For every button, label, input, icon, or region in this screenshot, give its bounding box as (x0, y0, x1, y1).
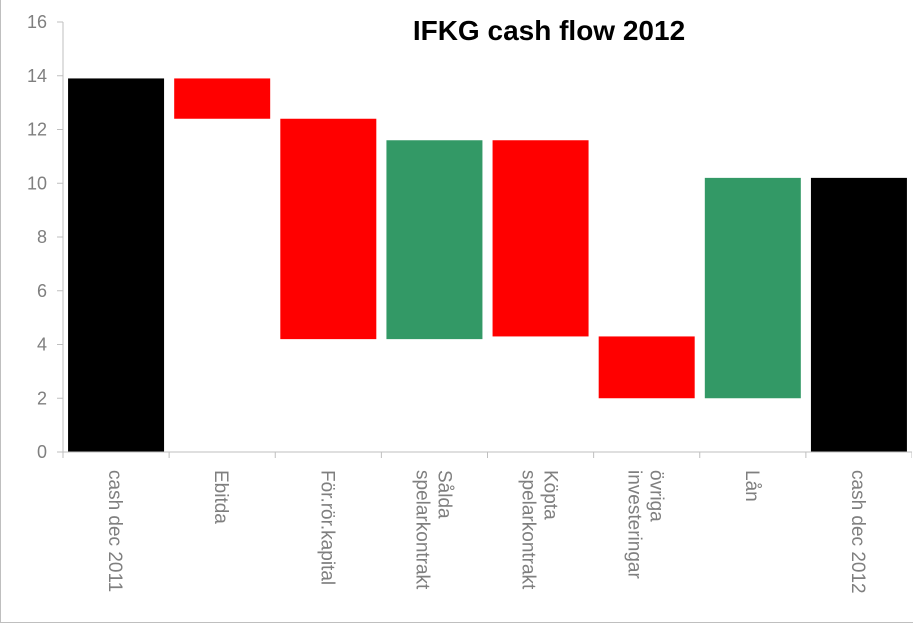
y-tick-label: 14 (27, 66, 47, 86)
bar-increase (386, 140, 483, 340)
x-category-label-line: Lån (741, 470, 762, 502)
x-category-label-line: Sålda (433, 470, 454, 519)
bar-decrease (174, 78, 271, 119)
x-category-label-line: För.rör.kapital (316, 470, 337, 585)
x-category-label-line: Ebitda (210, 470, 231, 524)
bar-total (810, 177, 907, 452)
bar-decrease (492, 140, 589, 337)
y-axis: 0 2 4 6 8 10 12 14 16 (27, 12, 64, 462)
x-axis: cash dec 2011 Ebitda För.rör.kapital Såldas… (62, 451, 912, 594)
bar-decrease (280, 118, 377, 340)
y-tick-label: 12 (27, 120, 47, 140)
x-category-label-line: cash dec 2011 (104, 470, 125, 592)
x-category-label-line: spelarkontrakt (411, 470, 432, 590)
bars (68, 78, 907, 452)
y-tick-label: 0 (37, 442, 47, 462)
x-category-label: cash dec 2011 (104, 470, 125, 592)
x-category-label-line: övriga (646, 470, 667, 522)
y-tick-label: 8 (37, 227, 47, 247)
x-category-label-line: spelarkontrakt (518, 470, 539, 590)
bar-total (68, 78, 165, 452)
x-category-label-line: investeringar (624, 470, 645, 579)
y-tick-label: 16 (27, 12, 47, 32)
x-category-label: För.rör.kapital (316, 470, 337, 585)
y-tick-label: 2 (37, 388, 47, 408)
y-tick-label: 6 (37, 281, 47, 301)
x-category-label-line: cash dec 2012 (847, 470, 868, 594)
bar-increase (704, 177, 801, 399)
x-category-label: Lån (741, 470, 762, 502)
x-category-label: cash dec 2012 (847, 470, 868, 594)
x-category-label: Ebitda (210, 470, 231, 524)
chart-title: IFKG cash flow 2012 (413, 15, 685, 46)
y-tick-label: 10 (27, 173, 47, 193)
bar-decrease (598, 336, 695, 399)
x-category-label-line: Köpta (540, 470, 561, 520)
y-tick-label: 4 (37, 335, 47, 355)
